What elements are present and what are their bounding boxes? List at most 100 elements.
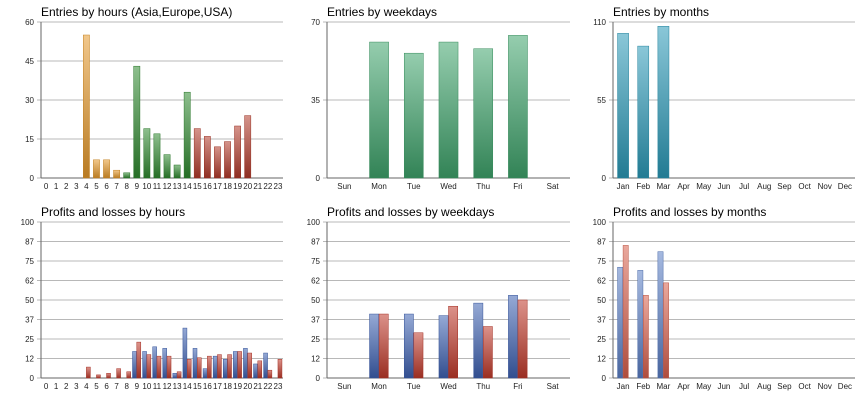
- x-tick-label: 13: [173, 382, 182, 391]
- chart-title: Entries by hours (Asia,Europe,USA): [41, 5, 233, 19]
- bar: [173, 164, 181, 179]
- bar: [369, 41, 389, 179]
- bar: [657, 251, 664, 379]
- bar: [156, 355, 162, 379]
- y-tick-label: 110: [593, 18, 606, 27]
- x-tick-label: Sep: [777, 182, 792, 191]
- x-tick-label: 12: [163, 382, 172, 391]
- x-tick-label: Apr: [677, 382, 690, 391]
- y-tick-label: 75: [311, 257, 320, 266]
- y-tick-label: 37: [25, 316, 34, 325]
- y-tick-label: 0: [602, 174, 607, 183]
- x-tick-label: 18: [223, 182, 232, 191]
- bar: [413, 332, 424, 379]
- bar: [116, 368, 121, 379]
- bar: [132, 351, 137, 379]
- y-tick-label: 35: [311, 96, 320, 105]
- x-tick-label: 18: [223, 382, 232, 391]
- bar: [214, 146, 221, 179]
- bar: [126, 371, 131, 379]
- bar: [106, 373, 111, 379]
- x-tick-label: 14: [183, 382, 192, 391]
- bar: [224, 141, 231, 179]
- chart-title: Profits and losses by weekdays: [327, 205, 495, 219]
- x-tick-label: Thu: [476, 182, 490, 191]
- bar: [153, 133, 161, 179]
- y-tick-label: 100: [593, 218, 607, 227]
- chart-entries-by-months: Entries by months 0 55 110 Jan Feb Mar Apr May J…: [574, 0, 860, 200]
- chart-title: Profits and losses by hours: [41, 205, 186, 219]
- bar: [369, 313, 380, 379]
- bar: [482, 326, 493, 379]
- x-tick-label: Aug: [757, 182, 771, 191]
- x-tick-label: Oct: [798, 182, 811, 191]
- x-tick-label: 21: [253, 182, 262, 191]
- x-tick-label: Jul: [739, 382, 749, 391]
- x-tick-label: 21: [253, 382, 262, 391]
- y-tick-label: 75: [25, 257, 34, 266]
- x-tick-label: 15: [193, 382, 202, 391]
- x-tick-label: Jul: [739, 182, 749, 191]
- x-tick-label: 8: [124, 182, 129, 191]
- y-tick-label: 25: [25, 335, 34, 344]
- bar: [123, 172, 131, 179]
- bar: [82, 34, 90, 179]
- bar: [152, 346, 157, 379]
- bar: [234, 125, 242, 179]
- x-tick-label: Sep: [777, 382, 792, 391]
- x-tick-label: 22: [263, 382, 272, 391]
- bar: [166, 355, 172, 379]
- chart-plot: 0 55 110 Jan Feb Mar Apr May Jun Jul Aug Sep Oct Nov D…: [593, 18, 855, 191]
- bar: [508, 295, 518, 379]
- bar: [142, 351, 147, 379]
- x-tick-label: 23: [274, 382, 283, 391]
- bar: [197, 357, 202, 379]
- chart-profits-losses-by-hours: Profits and losses by hours 0 12 25 37 50 62 7…: [0, 200, 288, 400]
- x-tick-label: Jan: [617, 182, 630, 191]
- bar: [663, 282, 669, 379]
- x-tick-label: Sun: [337, 182, 351, 191]
- x-tick-label: 4: [84, 182, 89, 191]
- x-tick-label: Fri: [513, 182, 523, 191]
- x-tick-label: Dec: [838, 382, 852, 391]
- bar: [193, 128, 201, 179]
- bar: [113, 169, 121, 179]
- bar: [103, 159, 110, 179]
- chart-plot: 0 12 25 37 50 62 75 87 100 Sun Mon Tue Wed Thu Fri Sat: [307, 218, 570, 391]
- bar: [183, 91, 191, 179]
- x-tick-label: 0: [44, 182, 49, 191]
- x-tick-label: 22: [263, 182, 272, 191]
- x-tick-label: 20: [243, 182, 252, 191]
- x-tick-label: Sat: [547, 182, 560, 191]
- y-tick-label: 12: [597, 355, 606, 364]
- bar: [473, 48, 494, 179]
- x-tick-label: 9: [135, 182, 140, 191]
- x-tick-label: Fri: [513, 382, 523, 391]
- x-tick-label: Wed: [440, 182, 456, 191]
- y-tick-label: 62: [25, 277, 34, 286]
- x-tick-label: Sat: [547, 382, 560, 391]
- x-tick-label: 10: [142, 382, 151, 391]
- x-tick-label: Nov: [818, 382, 832, 391]
- y-tick-label: 0: [30, 374, 35, 383]
- x-tick-label: 16: [203, 382, 212, 391]
- y-tick-label: 87: [311, 238, 320, 247]
- bar: [637, 45, 650, 179]
- bar: [172, 373, 178, 379]
- y-tick-label: 100: [21, 218, 35, 227]
- x-tick-label: Oct: [798, 382, 811, 391]
- bar: [622, 245, 629, 379]
- y-tick-label: 0: [30, 174, 35, 183]
- bar: [403, 52, 424, 179]
- x-tick-label: 23: [274, 182, 283, 191]
- x-tick-label: 7: [114, 382, 119, 391]
- bar: [207, 355, 212, 379]
- x-tick-label: May: [696, 382, 711, 391]
- y-tick-label: 25: [597, 335, 606, 344]
- x-tick-label: Jun: [717, 382, 730, 391]
- y-tick-label: 50: [25, 296, 34, 305]
- x-tick-label: 4: [84, 382, 89, 391]
- x-tick-label: 7: [114, 182, 119, 191]
- x-tick-label: Feb: [636, 382, 650, 391]
